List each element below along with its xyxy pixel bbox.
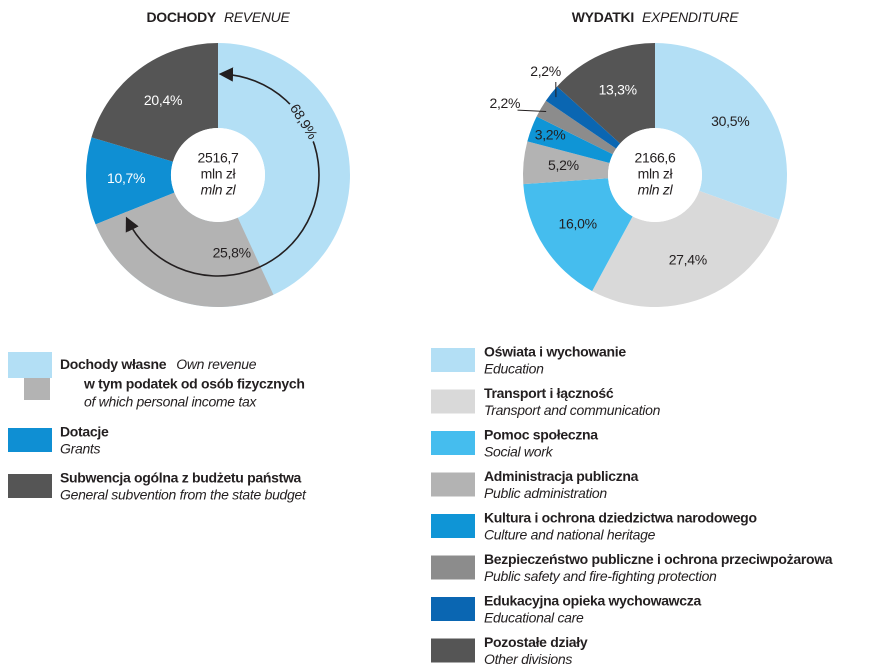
donut-segment [523,141,610,185]
center-label: mln zł [638,166,674,182]
legend-swatch [24,378,50,400]
legend-label: Transport i łączność [484,385,614,401]
donut-segment [655,43,787,220]
legend-swatch [431,389,475,414]
legend-swatch [431,597,475,621]
legend-label-en: Culture and national heritage [484,527,656,543]
donut-segment [523,178,633,292]
legend-swatch [431,514,475,538]
center-label: mln zl [201,182,237,198]
title-en: EXPENDITURE [642,9,739,25]
legend-label: Subwencja ogólna z budżetu państwa [60,470,302,486]
legend-label-en: Other divisions [484,651,572,667]
donut-hole [608,128,702,222]
legend-label: Kultura i ochrona dziedzictwa narodowego [484,510,757,526]
chart-title: WYDATKI EXPENDITURE [572,9,739,25]
legend-swatch [8,428,52,452]
value-label: 13,3% [599,82,637,98]
legend-label: Edukacyjna opieka wychowawcza [484,593,701,609]
span-arrow [125,67,320,277]
value-label: 3,2% [535,126,566,142]
legend-label-en: Own revenue [176,356,256,372]
legend-swatch [8,352,52,378]
legend-label: Oświata i wychowanie [484,344,626,360]
donut-segment [545,86,621,149]
value-label: 30,5% [711,113,749,129]
legend-label: Dotacje [60,424,109,440]
legend-label-en: General subvention from the state budget [60,487,307,503]
legend-label-en: of which personal income tax [84,394,257,410]
center-label: 2516,7 [197,150,239,166]
value-label: 10,7% [107,170,145,186]
value-label: 27,4% [669,252,707,268]
legend-label-en: Educational care [484,610,584,626]
legend-label: w tym podatek od osób fizycznych [83,376,305,392]
chart-title: DOCHODY REVENUE [146,9,290,25]
legend-label-en: Grants [60,441,101,457]
legend-label: Pozostałe działy [484,634,588,650]
leader-line [517,109,547,113]
legend-label: Pomoc społeczna [484,427,598,443]
donut-segment [536,100,617,155]
value-label: 20,4% [144,92,182,108]
donut-segment [557,43,655,144]
legend-label-en: Education [484,361,544,377]
legend-label-en: Social work [484,444,554,460]
legend-label-en: Public safety and fire-fighting protecti… [484,568,717,584]
value-label: 25,8% [213,245,251,261]
legend-swatch [431,431,475,455]
donut-segment [592,190,780,308]
legend-label-en: Public administration [484,485,607,501]
donut-hole [171,128,265,222]
center-label: mln zl [638,182,674,198]
legend-swatch [431,555,475,580]
value-label: 16,0% [559,215,597,231]
legend-label-en: Transport and communication [484,402,661,418]
legend-label: Administracja publiczna [484,468,639,484]
title-en: REVENUE [224,9,291,25]
label-bg [283,98,323,146]
legend-swatch [431,472,475,497]
donut-segment [527,116,613,164]
value-label: 5,2% [548,157,579,173]
center-label: mln zł [201,166,237,182]
title-pl: WYDATKI [572,9,634,25]
value-label: 2,2% [489,95,520,111]
title-pl: DOCHODY [146,9,216,25]
legend-label: Dochody własne Own revenue [60,356,257,372]
legend-label: Bezpieczeństwo publiczne i ochrona przec… [484,551,833,567]
legend-swatch [8,474,52,498]
legend-swatch [431,348,475,372]
legend-swatch [431,638,475,663]
center-label: 2166,6 [634,150,676,166]
legend-label-pl: Dochody własne [60,356,167,372]
value-label: 2,2% [530,63,561,79]
